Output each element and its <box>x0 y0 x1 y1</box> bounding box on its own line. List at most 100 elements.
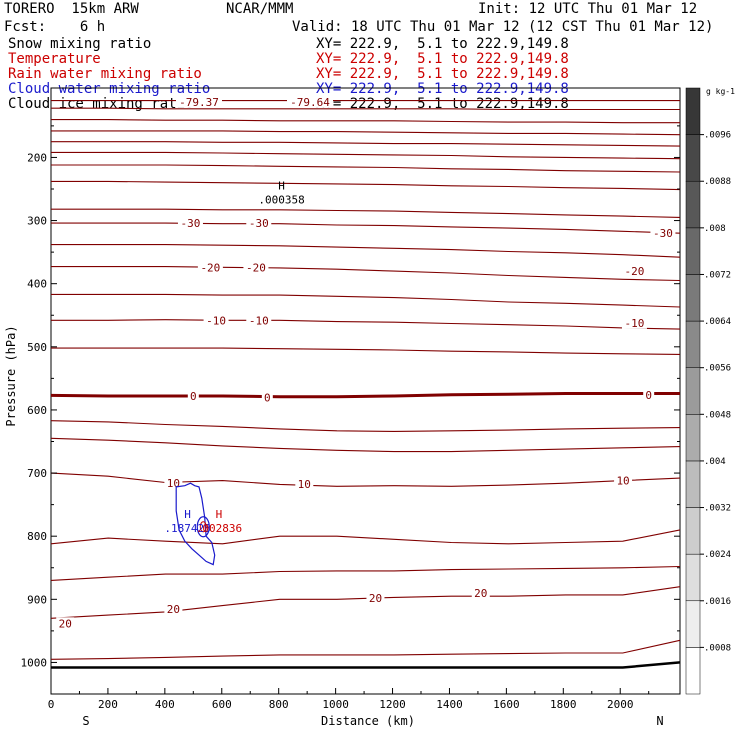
x-tick-label: 200 <box>98 698 118 711</box>
x-tick-label: 1600 <box>493 698 520 711</box>
field-xy-cloud-water: XY= 222.9, 5.1 to 222.9,149.8 <box>316 81 569 97</box>
colorbar-segment <box>685 600 701 648</box>
isotherm-line <box>50 565 681 581</box>
x-axis-label: Distance (km) <box>321 714 415 728</box>
y-tick-label: 700 <box>27 467 47 480</box>
isotherm-label: -30 <box>653 227 673 240</box>
field-name-cloud-water: Cloud water mixing ratio <box>8 81 211 97</box>
isotherm-line <box>51 151 681 160</box>
isotherm-label-bg <box>471 587 490 599</box>
isotherm-line <box>50 586 681 619</box>
colorbar-segment <box>685 414 701 462</box>
y-tick-label: 1000 <box>21 656 48 669</box>
x-tick-label: 1400 <box>436 698 463 711</box>
isotherm-line <box>50 437 681 453</box>
colorbar-segment <box>685 367 701 415</box>
y-tick-label: 300 <box>27 215 47 228</box>
extremum-value: .187423 <box>164 522 210 535</box>
cloud-water-inner-contour <box>196 516 210 538</box>
colorbar-label: .0088 <box>704 177 731 187</box>
isotherm-line <box>51 119 680 124</box>
field-name-cloud-ice: Cloud ice mixing ratio <box>8 96 194 112</box>
isotherm-label: 20 <box>474 587 487 600</box>
colorbar-units: g kg-1 <box>706 87 735 96</box>
isotherm-label-bg <box>246 217 272 230</box>
isotherm-label: 20 <box>167 603 180 616</box>
x-tick-label: 800 <box>269 698 289 711</box>
x-tick-label: 2000 <box>607 698 634 711</box>
colorbar-label: .0048 <box>704 410 731 420</box>
colorbar-segment <box>685 507 701 555</box>
isotherm-label: 10 <box>167 477 180 490</box>
valid-time: Valid: 18 UTC Thu 01 Mar 12 (12 CST Thu … <box>292 19 714 35</box>
field-xy-rain: XY= 222.9, 5.1 to 222.9,149.8 <box>316 66 569 82</box>
isotherm-line <box>50 420 681 432</box>
isotherm-line <box>50 529 681 545</box>
colorbar-label: .0008 <box>704 643 731 653</box>
isotherm-label: -10 <box>206 314 226 327</box>
isotherm-label-bg <box>650 227 676 240</box>
isotherm-label-bg <box>203 314 229 327</box>
extremum-mark: H <box>216 508 223 521</box>
field-name-snow: Snow mixing ratio <box>8 36 152 52</box>
north-label: N <box>656 714 663 728</box>
x-tick-label: 600 <box>212 698 232 711</box>
x-tick-label: 400 <box>155 698 175 711</box>
isotherm-line <box>51 293 681 308</box>
extremum-value: .000358 <box>258 194 304 207</box>
isotherm-label: -10 <box>249 314 269 327</box>
isotherm-line <box>51 319 681 330</box>
isotherm-label-bg <box>643 388 655 401</box>
isotherm-line <box>51 164 681 173</box>
field-xy-temperature: XY= 222.9, 5.1 to 222.9,149.8 <box>316 51 569 67</box>
isotherm-label-bg <box>614 474 633 487</box>
south-label: S <box>82 714 89 728</box>
colorbar-label: .0024 <box>704 550 731 560</box>
isotherm-line <box>51 347 681 355</box>
forecast-hour: Fcst: 6 h <box>4 19 106 35</box>
extremum-value: .002836 <box>196 522 242 535</box>
isotherm-label-bg <box>366 592 385 605</box>
y-axis-label: Pressure (hPa) <box>4 325 18 426</box>
isotherm-line <box>51 180 681 191</box>
isotherm-label: -20 <box>200 261 220 274</box>
y-tick-label: 500 <box>27 341 47 354</box>
isotherm-label-bg <box>187 390 199 403</box>
isotherm-label-bg <box>246 314 272 327</box>
isotherm-label: 20 <box>369 592 382 605</box>
isotherm-label-bg <box>177 217 203 230</box>
isotherm-line <box>51 244 681 258</box>
colorbar-label: .008 <box>704 224 726 234</box>
extremum-mark: H <box>278 180 285 193</box>
colorbar-label: .0056 <box>704 364 731 374</box>
colorbar-segment <box>685 134 701 182</box>
isotherm-label: -20 <box>625 265 645 278</box>
isotherm-line <box>51 266 681 282</box>
colorbar-segment <box>685 180 701 229</box>
field-name-temperature: Temperature <box>8 51 101 67</box>
isotherm-label: 0 <box>190 390 197 403</box>
isotherm-label-bg <box>56 617 75 630</box>
rain-water-contour <box>199 521 207 533</box>
colorbar-label: .004 <box>704 457 726 467</box>
isotherm-line <box>51 141 681 147</box>
init-time: Init: 12 UTC Thu 01 Mar 12 <box>478 1 698 17</box>
colorbar-label: .0016 <box>704 597 731 607</box>
x-tick-label: 1000 <box>322 698 349 711</box>
center-title: NCAR/MMM <box>226 1 294 17</box>
y-tick-label: 200 <box>27 151 47 164</box>
colorbar-segment <box>685 87 701 135</box>
field-xy-cloud-ice: XY= 222.9, 5.1 to 222.9,149.8 <box>316 96 569 112</box>
colorbar-segment <box>685 553 701 602</box>
isotherm-label: 10 <box>298 478 311 491</box>
y-tick-label: 900 <box>27 593 47 606</box>
colorbar-segment <box>685 320 701 368</box>
colorbar-segment <box>685 274 701 322</box>
extremum-mark: H <box>184 508 191 521</box>
colorbar-segment <box>685 647 701 695</box>
field-name-rain: Rain water mixing ratio <box>8 66 202 82</box>
x-tick-label: 1200 <box>379 698 406 711</box>
colorbar-label: .0072 <box>704 270 731 280</box>
isotherm-label: 0 <box>645 389 652 402</box>
isotherm-label-bg <box>164 602 183 615</box>
